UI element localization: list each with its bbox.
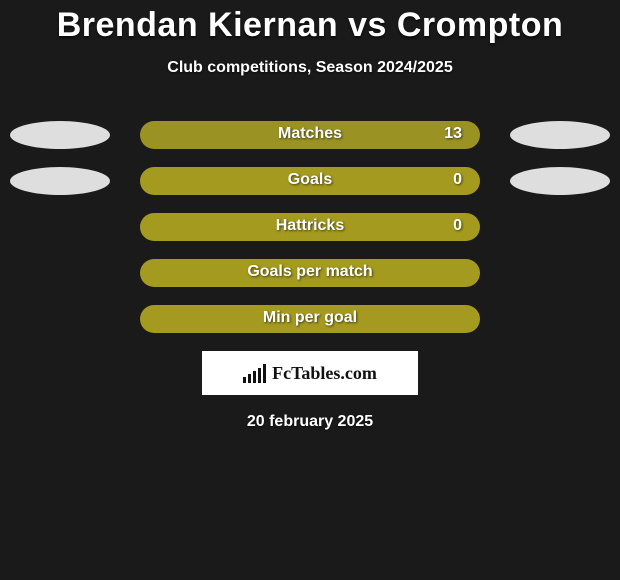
- player-left-marker: [10, 121, 110, 149]
- page-subtitle: Club competitions, Season 2024/2025: [0, 59, 620, 77]
- fctables-logo: FcTables.com: [202, 351, 418, 395]
- stat-row: Hattricks 0: [0, 213, 620, 241]
- player-right-marker: [510, 167, 610, 195]
- bar-chart-icon: [243, 363, 266, 383]
- snapshot-date: 20 february 2025: [0, 413, 620, 431]
- stat-row: Min per goal: [0, 305, 620, 333]
- stat-bar: [140, 213, 480, 241]
- stat-bar: [140, 305, 480, 333]
- player-right-marker: [510, 121, 610, 149]
- stat-bar: [140, 121, 480, 149]
- page-title: Brendan Kiernan vs Crompton: [0, 6, 620, 45]
- stat-row: Goals per match: [0, 259, 620, 287]
- player-left-marker: [10, 167, 110, 195]
- comparison-infographic: Brendan Kiernan vs Crompton Club competi…: [0, 0, 620, 580]
- stat-rows: Matches 13 Goals 0 Hattricks 0 Goals per…: [0, 121, 620, 333]
- stat-bar: [140, 167, 480, 195]
- stat-row: Matches 13: [0, 121, 620, 149]
- stat-row: Goals 0: [0, 167, 620, 195]
- stat-bar: [140, 259, 480, 287]
- logo-text: FcTables.com: [272, 363, 377, 384]
